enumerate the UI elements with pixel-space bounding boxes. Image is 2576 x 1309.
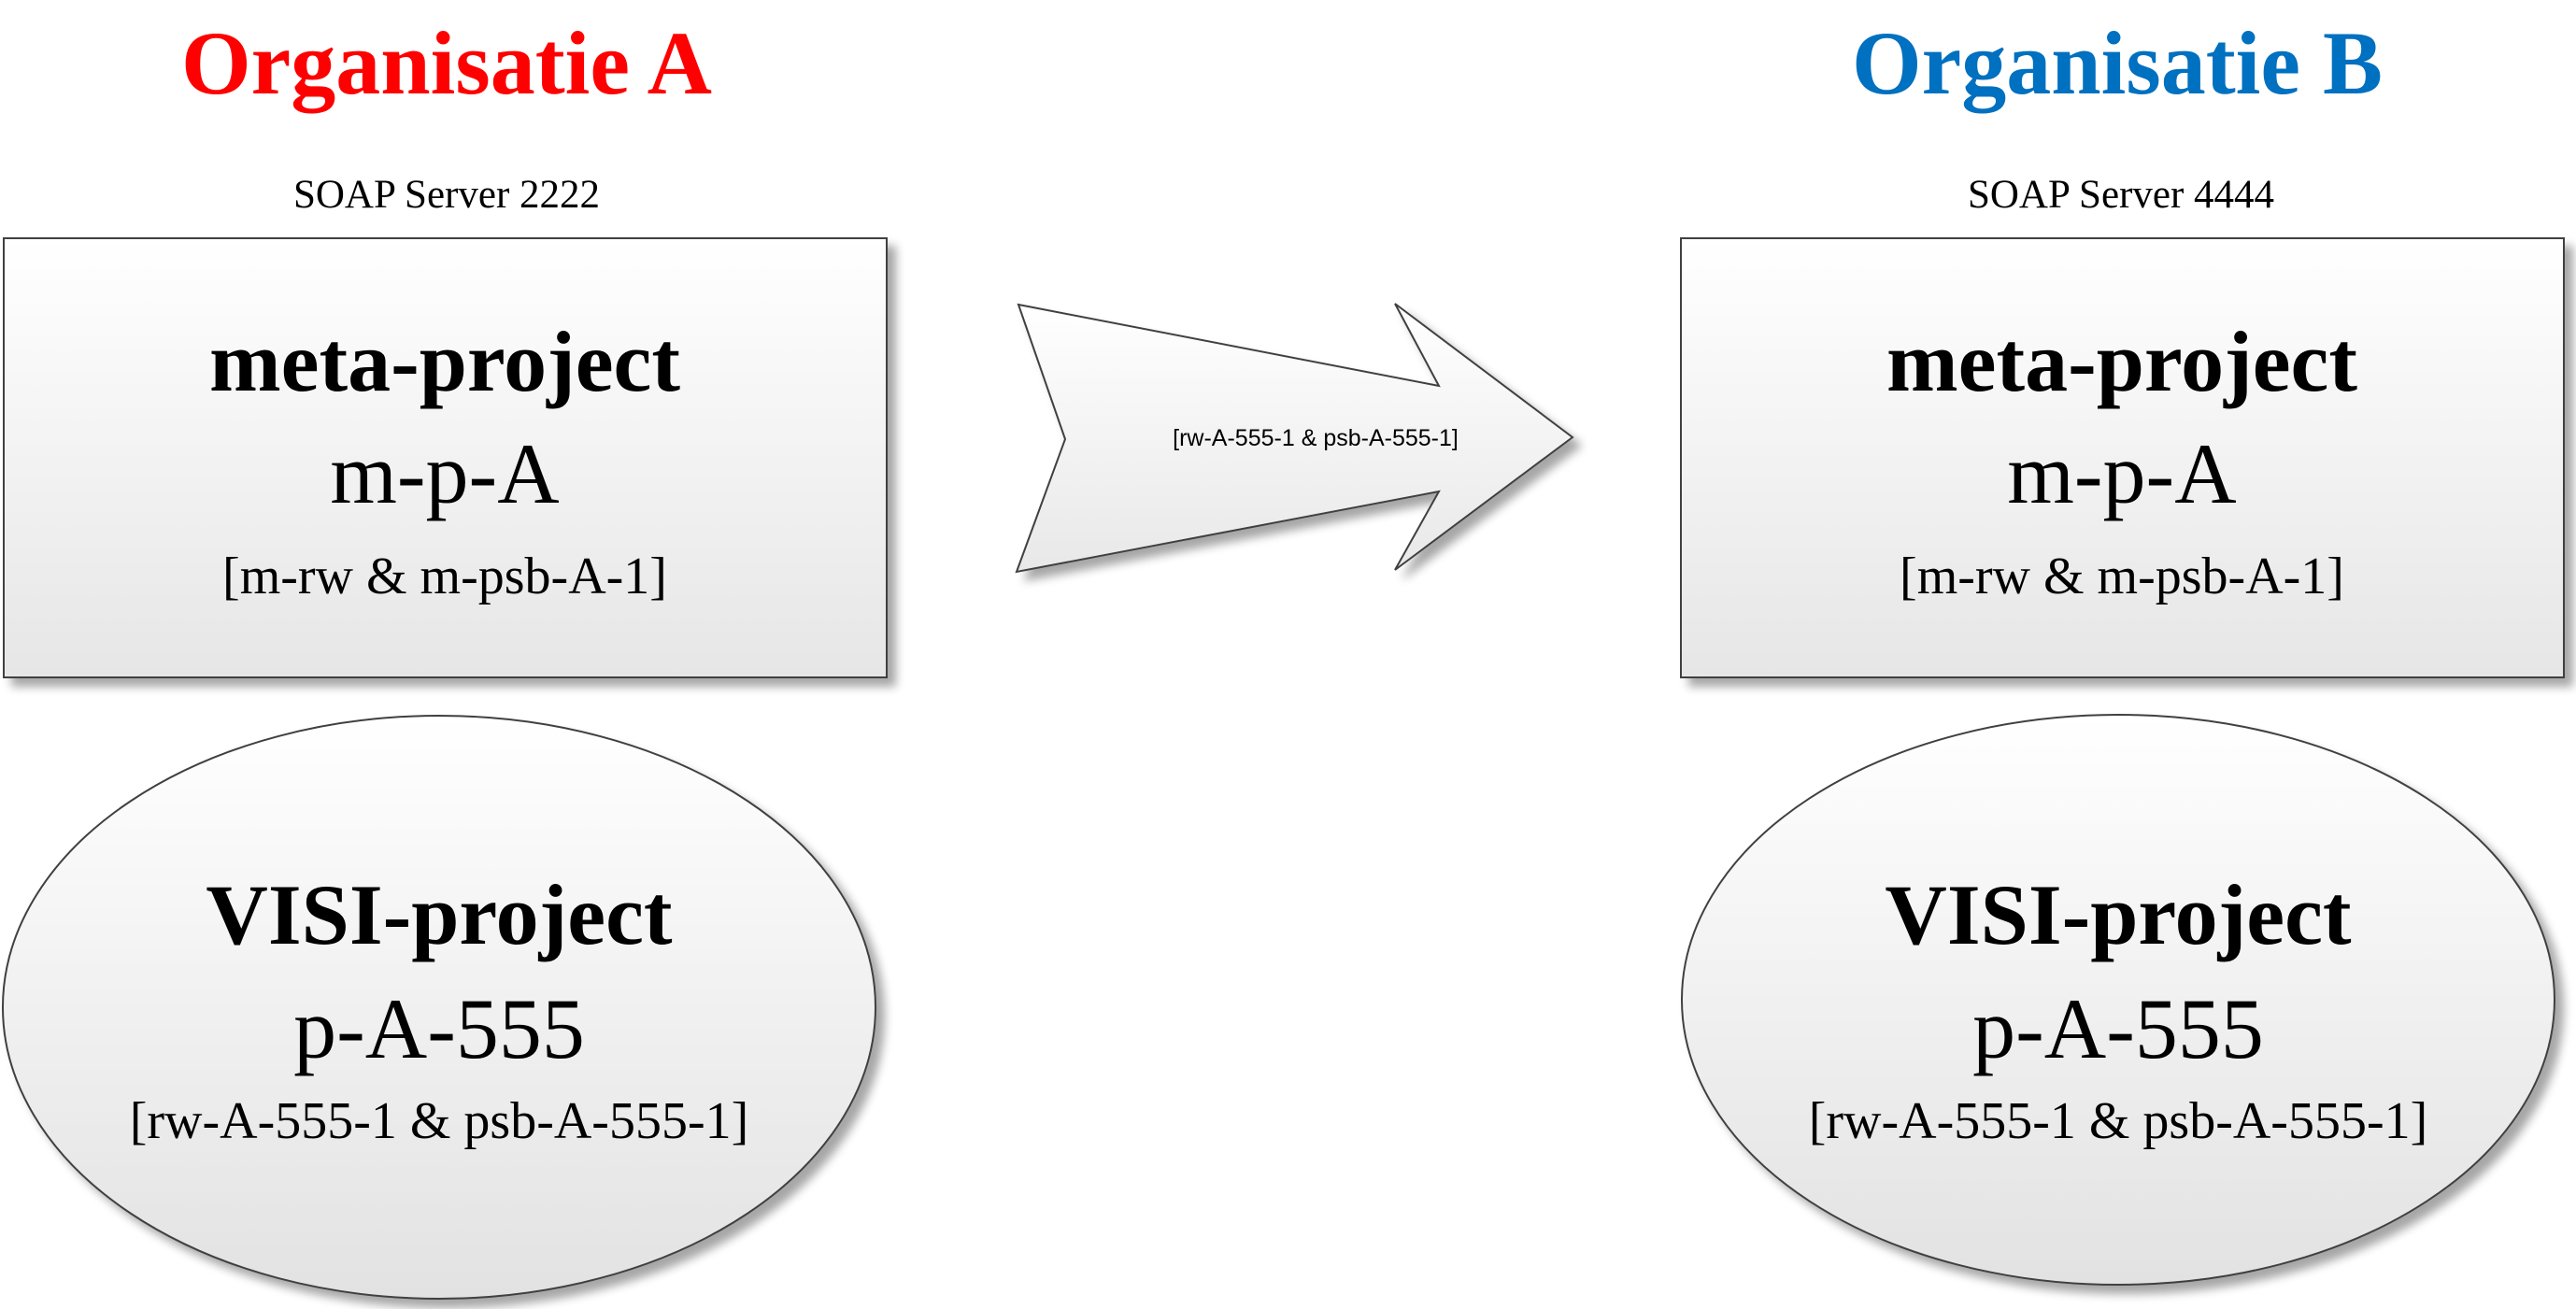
org-b-server-label: SOAP Server 4444 xyxy=(1968,173,2274,217)
org-a-title: Organisatie A xyxy=(181,13,712,113)
organisation-a: Organisatie A SOAP Server 2222 meta-proj… xyxy=(2,13,888,1300)
org-a-visi-project-roles: [rw-A-555-1 & psb-A-555-1] xyxy=(130,1092,749,1150)
org-b-meta-project-shape xyxy=(1680,237,2565,678)
org-b-meta-project-name: m-p-A xyxy=(2007,426,2236,521)
org-a-meta-project-roles: [m-rw & m-psb-A-1] xyxy=(222,548,667,605)
org-b-meta-project-roles: [m-rw & m-psb-A-1] xyxy=(1900,548,2344,605)
org-a-meta-project-name: m-p-A xyxy=(330,426,559,521)
org-b-meta-project-heading: meta-project xyxy=(1886,314,2357,409)
arrow-right-icon xyxy=(1015,303,1574,574)
arrow-label: [rw-A-555-1 & psb-A-555-1] xyxy=(1173,425,1459,451)
org-a-meta-project-heading: meta-project xyxy=(209,314,680,409)
org-a-meta-project-shape xyxy=(3,237,888,678)
org-b-visi-project-ellipse: VISI-project p-A-555 [rw-A-555-1 & psb-A… xyxy=(1681,714,2555,1286)
transfer-arrow: [rw-A-555-1 & psb-A-555-1] xyxy=(1015,303,1574,574)
org-a-visi-project-heading: VISI-project xyxy=(206,867,672,962)
org-a-visi-project-ellipse: VISI-project p-A-555 [rw-A-555-1 & psb-A… xyxy=(2,715,876,1300)
organisation-b: Organisatie B SOAP Server 4444 meta-proj… xyxy=(1680,13,2565,1286)
org-a-server-label: SOAP Server 2222 xyxy=(293,173,600,217)
org-a-meta-project-box: meta-project m-p-A [m-rw & m-psb-A-1] xyxy=(3,237,888,678)
org-a-visi-project-name: p-A-555 xyxy=(293,981,585,1076)
org-b-title: Organisatie B xyxy=(1852,13,2383,113)
org-b-visi-project-name: p-A-555 xyxy=(1972,981,2264,1076)
org-b-meta-project-box: meta-project m-p-A [m-rw & m-psb-A-1] xyxy=(1680,237,2565,678)
org-b-visi-project-shape xyxy=(1681,714,2555,1286)
org-b-visi-project-roles: [rw-A-555-1 & psb-A-555-1] xyxy=(1809,1092,2428,1150)
org-b-visi-project-heading: VISI-project xyxy=(1885,867,2351,962)
org-a-visi-project-shape xyxy=(2,715,876,1300)
